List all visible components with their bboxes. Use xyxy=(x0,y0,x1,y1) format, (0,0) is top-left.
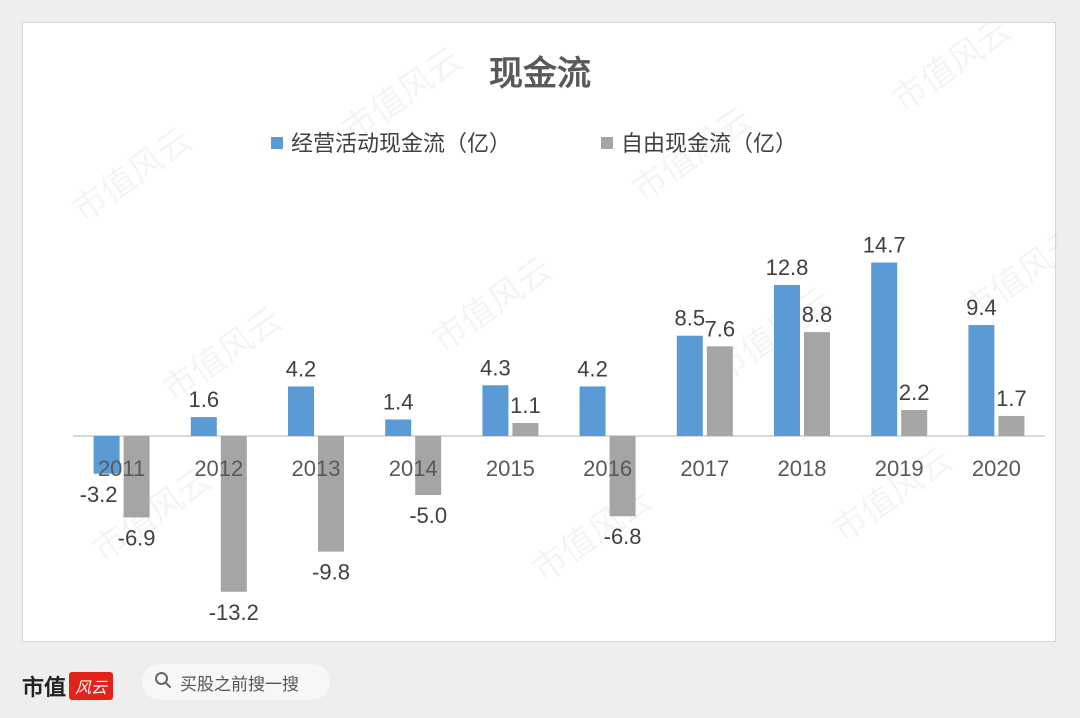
bar xyxy=(385,419,412,436)
footer: 市值 风云 买股之前搜一搜 xyxy=(18,658,1058,710)
search-box[interactable]: 买股之前搜一搜 xyxy=(142,664,330,700)
data-label: 4.2 xyxy=(286,356,317,381)
bar xyxy=(901,410,928,436)
data-label: -3.2 xyxy=(80,482,118,507)
x-tick-label: 2015 xyxy=(486,456,535,481)
legend-label: 经营活动现金流（亿） xyxy=(291,131,511,156)
data-label: 8.8 xyxy=(802,302,833,327)
watermark-text: 市值风云 xyxy=(66,120,199,229)
bar xyxy=(676,335,703,436)
bar xyxy=(93,436,120,474)
bar xyxy=(871,262,898,436)
data-label: 12.8 xyxy=(766,255,809,280)
bar xyxy=(288,386,314,436)
data-label: -6.9 xyxy=(118,525,156,550)
watermark-text: 市值风云 xyxy=(156,300,289,409)
watermark-text: 市值风云 xyxy=(426,250,559,359)
x-tick-label: 2012 xyxy=(194,456,243,481)
bar xyxy=(706,346,733,436)
brand-logo: 风云 xyxy=(69,672,114,700)
data-label: -5.0 xyxy=(409,503,447,528)
data-label: -13.2 xyxy=(209,600,259,625)
x-tick-label: 2016 xyxy=(583,456,632,481)
bar xyxy=(415,436,442,495)
x-tick-label: 2013 xyxy=(292,456,341,481)
data-label: 1.1 xyxy=(510,393,541,418)
bar xyxy=(318,436,344,552)
x-tick-label: 2017 xyxy=(680,456,729,481)
data-label: -9.8 xyxy=(312,560,350,585)
bar xyxy=(804,332,830,436)
x-tick-label: 2019 xyxy=(875,456,924,481)
bar xyxy=(609,436,636,517)
legend-swatch xyxy=(601,137,613,149)
chart-card: 市值风云 市值风云 市值风云 市值风云 市值风云 市值风云 市值风云 市值风云 市值风云 市值风云… xyxy=(22,22,1057,642)
x-tick-label: 2018 xyxy=(778,456,827,481)
brand-name: 市值 xyxy=(22,675,67,701)
watermark-text: 市值风云 xyxy=(886,23,1019,120)
data-label: 7.6 xyxy=(705,316,736,341)
data-label: 2.2 xyxy=(899,380,930,405)
bar xyxy=(579,386,606,436)
bar xyxy=(968,325,995,436)
search-placeholder: 买股之前搜一搜 xyxy=(180,674,299,695)
data-label: 4.2 xyxy=(577,356,608,381)
data-label: 9.4 xyxy=(966,295,997,320)
x-tick-label: 2020 xyxy=(972,456,1021,481)
x-tick-label: 2014 xyxy=(389,456,438,481)
data-label: 8.5 xyxy=(675,306,706,331)
bar xyxy=(482,385,509,436)
data-label: 1.4 xyxy=(383,389,414,414)
bar xyxy=(190,417,217,436)
data-label: 1.7 xyxy=(996,386,1027,411)
chart-title: 现金流 xyxy=(489,54,591,93)
legend-label: 自由现金流（亿） xyxy=(621,131,797,156)
bar xyxy=(220,436,247,592)
x-tick-label: 2011 xyxy=(98,456,145,481)
bar xyxy=(998,415,1025,436)
brand[interactable]: 市值 风云 xyxy=(22,670,114,702)
search-icon xyxy=(154,671,172,693)
bar xyxy=(512,423,539,436)
data-label: 4.3 xyxy=(480,355,511,380)
legend-swatch xyxy=(271,137,283,149)
data-label: -6.8 xyxy=(604,524,642,549)
bar xyxy=(123,436,150,518)
data-label: 14.7 xyxy=(863,233,906,258)
bar xyxy=(774,284,800,436)
data-label: 1.6 xyxy=(189,387,220,412)
